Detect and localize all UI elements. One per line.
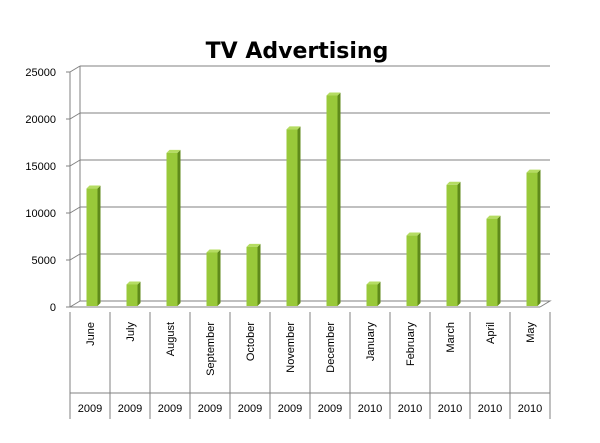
year-label: 2009: [238, 403, 262, 415]
bar: [366, 281, 381, 306]
gridline: [69, 159, 550, 167]
year-label: 2009: [118, 403, 142, 415]
x-tick-label: July: [125, 322, 137, 342]
x-tick-label: October: [245, 322, 257, 361]
x-tick-label: September: [205, 322, 217, 376]
bar: [446, 181, 461, 306]
year-label: 2009: [278, 403, 302, 415]
year-label: 2010: [358, 403, 382, 415]
x-tick-label: August: [165, 322, 177, 356]
y-axis-tick-labels: 0 5000 10000 15000 20000 25000: [25, 67, 70, 314]
year-label: 2010: [518, 403, 542, 415]
year-label: 2010: [398, 403, 422, 415]
y-tick-label: 0: [50, 302, 56, 314]
year-label: 2009: [78, 403, 102, 415]
axes: [69, 66, 552, 308]
year-label: 2010: [478, 403, 502, 415]
gridline: [69, 65, 550, 73]
x-tick-label: January: [365, 322, 377, 362]
y-tick-label: 15000: [25, 161, 56, 173]
y-tick-label: 25000: [25, 67, 56, 79]
gridline: [69, 206, 550, 214]
category-axis-table: June 2009 July 2009 August 2009 September 2009 O…: [69, 312, 551, 419]
gridline: [69, 112, 550, 120]
x-tick-label: November: [285, 322, 297, 373]
year-label: 2009: [158, 403, 182, 415]
bar: [206, 249, 221, 306]
bars: [86, 92, 541, 306]
floor-edge: [80, 300, 552, 308]
y-tick-label: 20000: [25, 114, 56, 126]
bar: [246, 243, 261, 306]
year-label: 2010: [438, 403, 462, 415]
bar: [286, 126, 301, 306]
x-tick-label: February: [405, 322, 417, 367]
year-label: 2009: [318, 403, 342, 415]
x-tick-label: May: [525, 322, 537, 343]
x-tick-label: June: [85, 322, 97, 346]
y-tick-label: 10000: [25, 208, 56, 220]
bar: [166, 149, 181, 306]
x-tick-label: December: [325, 322, 337, 373]
bar: [526, 169, 541, 306]
bar: [406, 232, 421, 306]
x-tick-label: March: [445, 322, 457, 353]
x-tick-label: April: [485, 322, 497, 344]
bar: [126, 281, 141, 306]
bar: [326, 92, 341, 306]
year-label: 2009: [198, 403, 222, 415]
bar: [486, 215, 501, 306]
y-tick-label: 5000: [32, 255, 56, 267]
bar: [86, 185, 101, 306]
gridline: [69, 253, 550, 261]
gridline: [69, 300, 81, 308]
gridlines: [69, 65, 550, 308]
chart-title: TV Advertising: [206, 39, 389, 64]
